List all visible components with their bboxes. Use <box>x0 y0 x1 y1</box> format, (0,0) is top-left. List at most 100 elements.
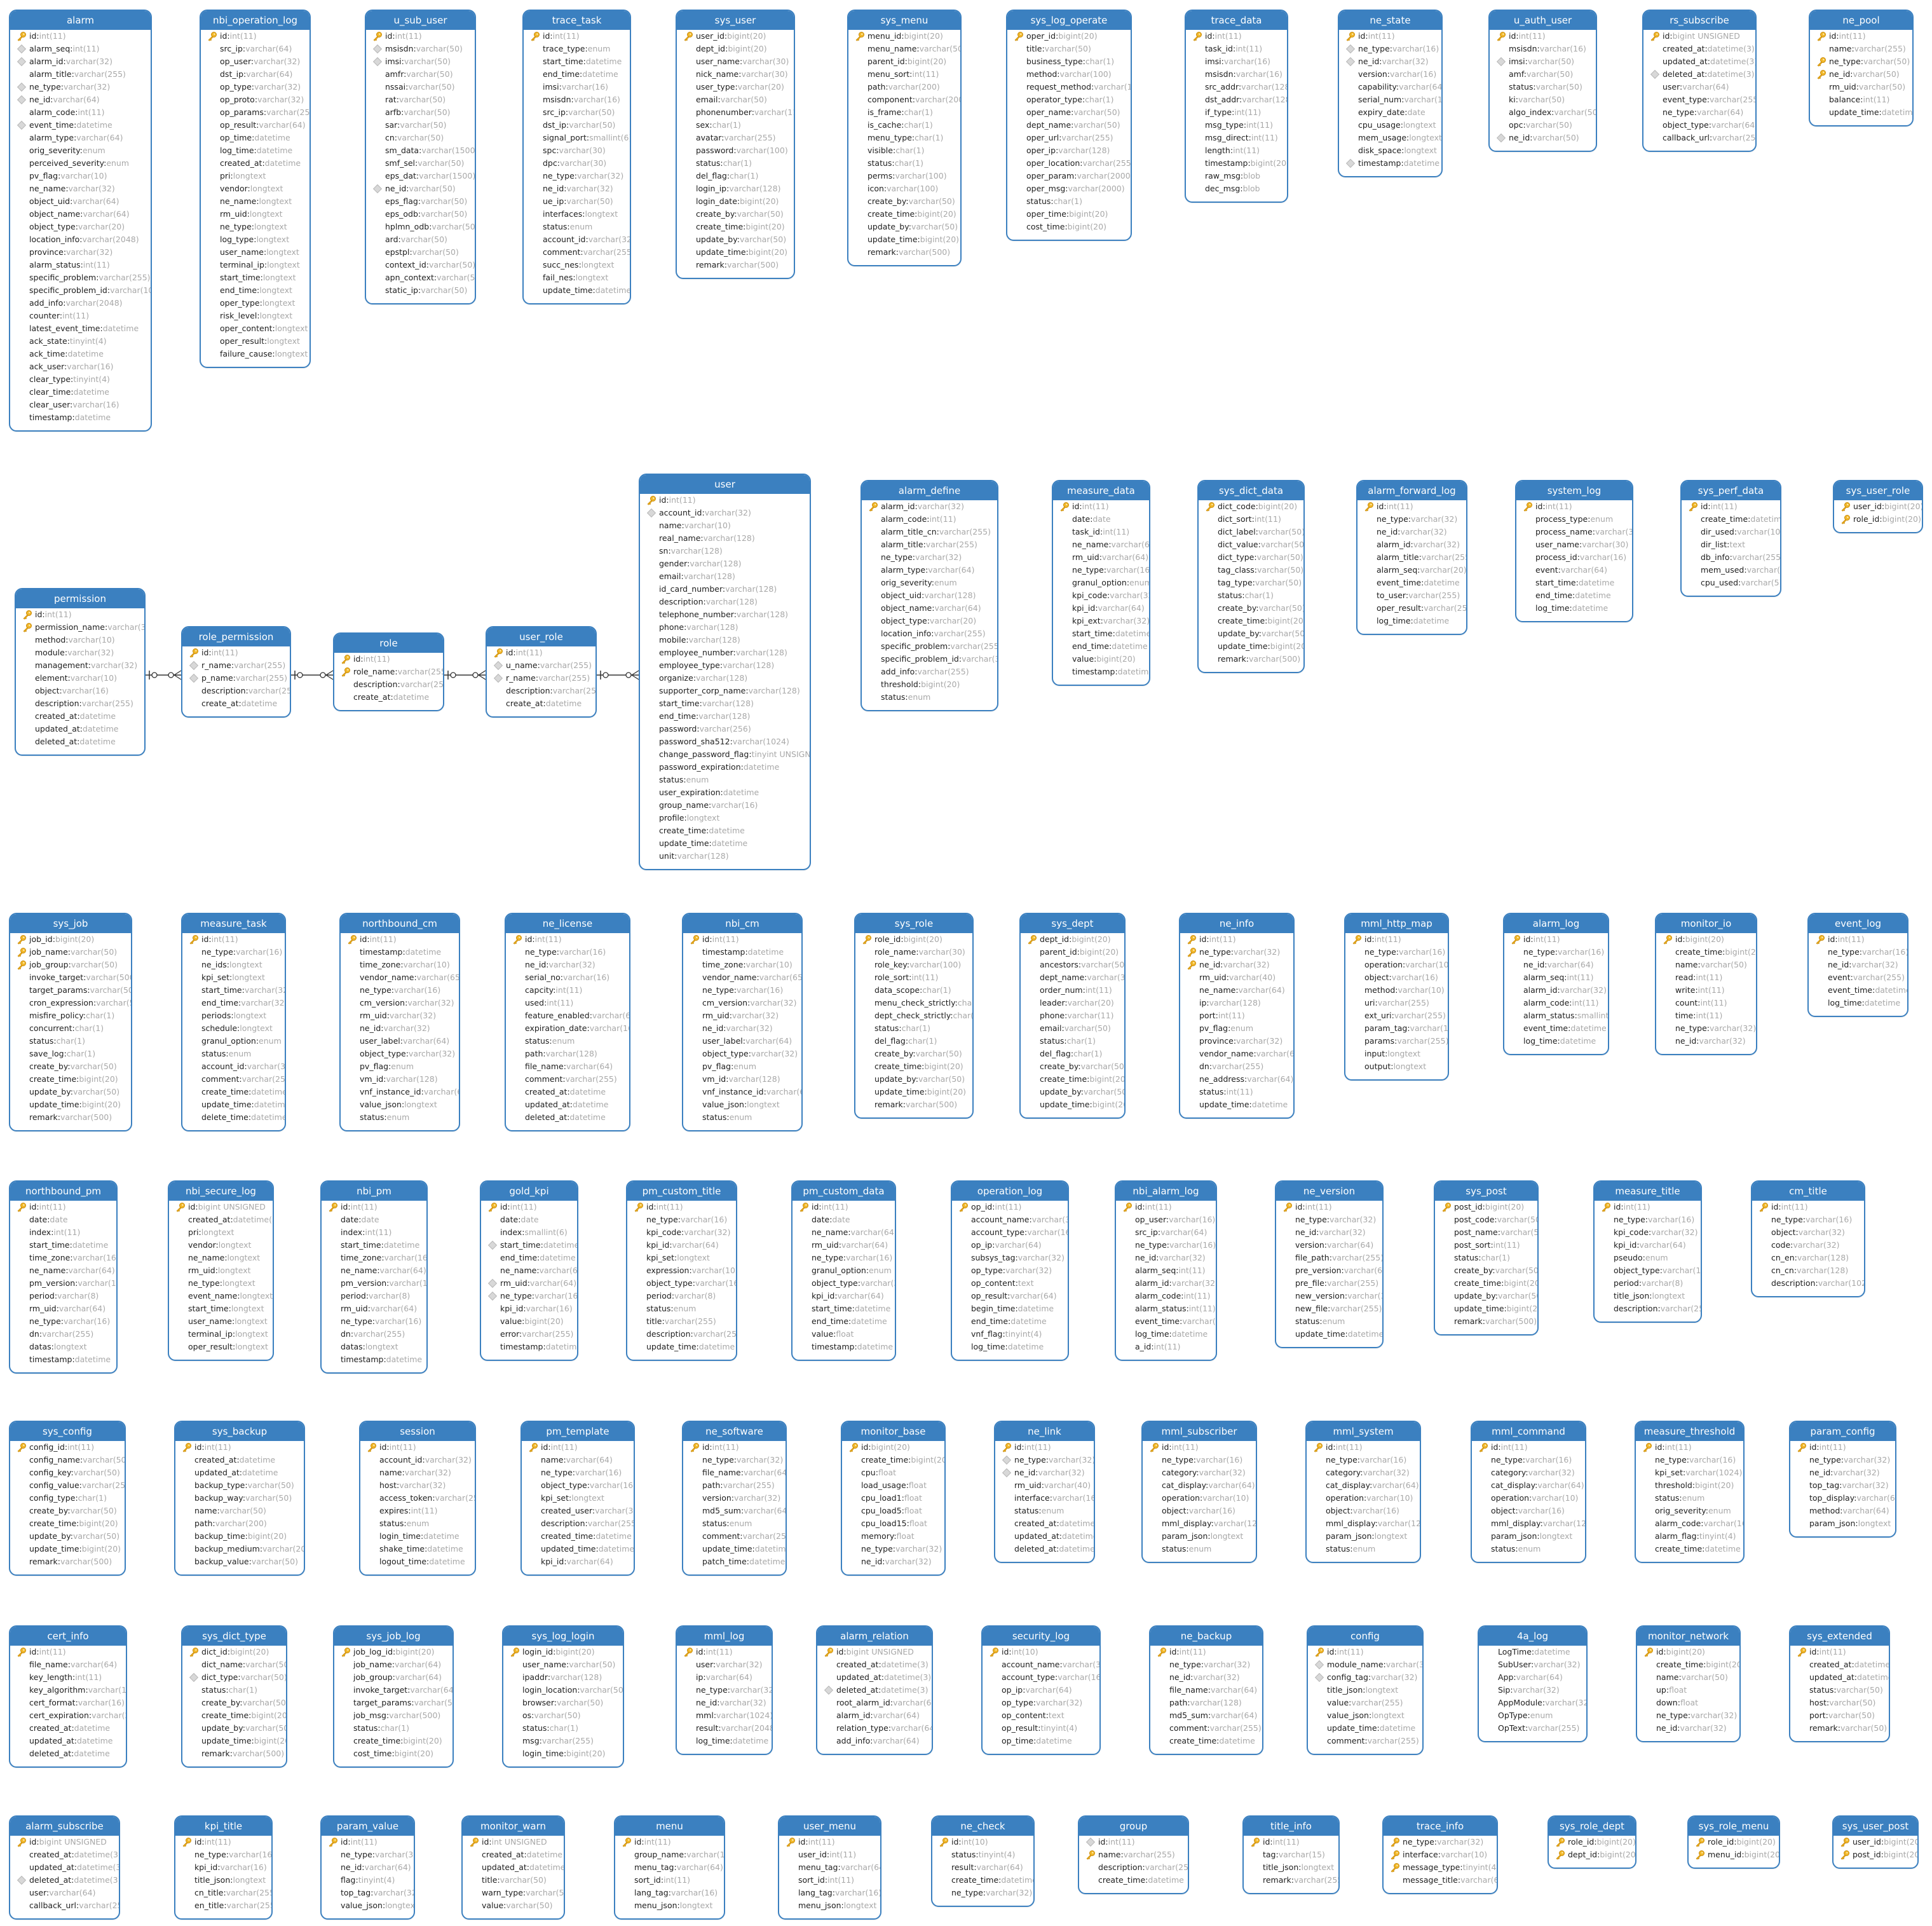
column-row[interactable]: ancestorsvarchar(50) <box>1021 959 1124 971</box>
column-row[interactable]: alarm_codeint(11) <box>10 106 151 119</box>
column-row[interactable]: employee_typevarchar(128) <box>640 659 810 672</box>
column-row[interactable]: log_timedatetime <box>1357 615 1466 627</box>
column-row[interactable]: idint(11) <box>683 933 801 946</box>
column-row[interactable]: kpi_setlongtext <box>522 1492 634 1505</box>
table-title[interactable]: sys_dict_type <box>182 1627 286 1646</box>
column-row[interactable]: dnvarchar(255) <box>1180 1060 1293 1073</box>
column-row[interactable]: ne_addressvarchar(64) <box>1180 1073 1293 1086</box>
column-row[interactable]: descriptionvarchar(255) <box>16 697 144 710</box>
column-row[interactable]: oper_contentlongtext <box>201 322 310 335</box>
column-row[interactable]: permission_namevarchar(32) <box>16 621 144 634</box>
column-row[interactable]: operationvarchar(10) <box>1345 959 1448 971</box>
column-row[interactable]: timestampdatetime <box>10 411 151 424</box>
column-row[interactable]: statuschar(1) <box>677 157 794 170</box>
column-row[interactable]: schedulelongtext <box>182 1022 285 1035</box>
table-title[interactable]: nbi_secure_log <box>169 1182 273 1201</box>
table-title[interactable]: sys_backup <box>175 1422 304 1441</box>
column-row[interactable]: config_keyvarchar(50) <box>10 1466 125 1479</box>
column-row[interactable]: managementvarchar(32) <box>16 659 144 672</box>
column-row[interactable]: statuschar(1) <box>1021 1035 1124 1048</box>
column-row[interactable]: root_alarm_idvarchar(64) <box>817 1697 932 1709</box>
column-row[interactable]: interfacevarchar(16) <box>995 1492 1094 1505</box>
table-ne-check[interactable]: ne_checkidint(10)statustinyint(4)resultv… <box>931 1815 1035 1907</box>
column-row[interactable]: idint(11) <box>341 933 459 946</box>
column-row[interactable]: ne_typelongtext <box>169 1277 273 1290</box>
column-row[interactable]: value_jsonlongtext <box>1308 1709 1422 1722</box>
column-row[interactable]: rm_uidvarchar(40) <box>1180 971 1293 984</box>
column-row[interactable]: oper_namevarchar(50) <box>1007 106 1131 119</box>
column-row[interactable]: ne_typevarchar(16) <box>1053 564 1149 577</box>
column-row[interactable]: pathvarchar(128) <box>1150 1697 1262 1709</box>
column-row[interactable]: idint(11) <box>1053 500 1149 513</box>
column-row[interactable]: codevarchar(32) <box>1752 1239 1864 1252</box>
column-row[interactable]: vnf_instance_idvarchar(64) <box>683 1086 801 1098</box>
column-row[interactable]: job_log_idbigint(20) <box>334 1646 452 1658</box>
column-row[interactable]: valuefloat <box>793 1328 895 1341</box>
column-row[interactable]: imsivarchar(50) <box>1490 55 1596 68</box>
column-row[interactable]: nssaivarchar(50) <box>366 81 475 93</box>
column-row[interactable]: pv_flagenum <box>1180 1022 1293 1035</box>
column-row[interactable]: cpu_load15float <box>842 1517 944 1530</box>
column-row[interactable]: versionvarchar(32) <box>683 1492 786 1505</box>
table-title[interactable]: monitor_network <box>1637 1627 1739 1646</box>
table-measure-title[interactable]: measure_titleidint(11)ne_typevarchar(16)… <box>1593 1180 1702 1323</box>
column-row[interactable]: op_ipvarchar(64) <box>983 1684 1099 1697</box>
column-row[interactable]: object_typevarchar(16) <box>1595 1264 1701 1277</box>
table-nbi-operation-log[interactable]: nbi_operation_logidint(11)src_ipvarchar(… <box>200 10 311 368</box>
table-config[interactable]: configidint(11)module_namevarchar(32)con… <box>1307 1625 1424 1755</box>
column-row[interactable]: fail_neslongtext <box>524 271 630 284</box>
column-row[interactable]: update_timedatetime <box>1308 1722 1422 1735</box>
column-row[interactable]: kpi_setvarchar(1024) <box>1636 1466 1743 1479</box>
table-sys-job[interactable]: sys_jobjob_idbigint(20)job_namevarchar(5… <box>9 913 132 1131</box>
column-row[interactable]: file_namevarchar(64) <box>1150 1684 1262 1697</box>
column-row[interactable]: parent_idbigint(20) <box>848 55 960 68</box>
column-row[interactable]: descriptionvarchar(255) <box>627 1328 736 1341</box>
column-row[interactable]: target_paramsvarchar(500) <box>10 984 131 997</box>
column-row[interactable]: ne_typevarchar(16) <box>1752 1213 1864 1226</box>
column-row[interactable]: msgvarchar(255) <box>503 1735 623 1747</box>
column-row[interactable]: statusenum <box>1472 1543 1585 1555</box>
column-row[interactable]: prilongtext <box>169 1226 273 1239</box>
column-row[interactable]: perceived_severityenum <box>10 157 151 170</box>
column-row[interactable]: ne_typevarchar(32) <box>1790 1454 1895 1466</box>
column-row[interactable]: idint(11) <box>1357 500 1466 513</box>
column-row[interactable]: kpi_idvarchar(16) <box>481 1302 577 1315</box>
column-row[interactable]: create_timebigint(20) <box>842 1454 944 1466</box>
column-row[interactable]: ne_typevarchar(16) <box>182 946 285 959</box>
column-row[interactable]: namevarchar(64) <box>522 1454 634 1466</box>
column-row[interactable]: granul_optionenum <box>182 1035 285 1048</box>
table-title[interactable]: ne_software <box>683 1422 786 1441</box>
column-row[interactable]: indexsmallint(6) <box>481 1226 577 1239</box>
column-row[interactable]: thresholdbigint(20) <box>862 678 997 691</box>
column-row[interactable]: vendorlongtext <box>201 182 310 195</box>
column-row[interactable]: balanceint(11) <box>1810 93 1912 106</box>
table-title[interactable]: rs_subscribe <box>1643 11 1755 30</box>
column-row[interactable]: create_byvarchar(50) <box>10 1505 125 1517</box>
column-row[interactable]: value_jsonlongtext <box>683 1098 801 1111</box>
table-title[interactable]: nbi_alarm_log <box>1116 1182 1216 1201</box>
column-row[interactable]: op_typevarchar(32) <box>983 1697 1099 1709</box>
column-row[interactable]: msisdnvarchar(16) <box>1186 68 1287 81</box>
column-row[interactable]: value_jsonlongtext <box>322 1899 414 1912</box>
column-row[interactable]: idint(11) <box>182 646 290 659</box>
column-row[interactable]: dir_usedvarchar(10) <box>1682 526 1780 538</box>
column-row[interactable]: op_typevarchar(32) <box>952 1264 1068 1277</box>
table-sys-log-login[interactable]: sys_log_loginlogin_idbigint(20)user_name… <box>502 1625 624 1768</box>
column-row[interactable]: dst_addrvarchar(128) <box>1186 93 1287 106</box>
column-row[interactable]: start_timedatetime <box>322 1239 426 1252</box>
column-row[interactable]: idint(11) <box>640 494 810 507</box>
column-row[interactable]: backup_valuevarchar(50) <box>175 1555 304 1568</box>
column-row[interactable]: file_namevarchar(64) <box>506 1060 629 1073</box>
column-row[interactable]: oper_typelongtext <box>201 297 310 310</box>
column-row[interactable]: end_timedatetime <box>481 1252 577 1264</box>
column-row[interactable]: update_timebigint(20) <box>10 1543 125 1555</box>
column-row[interactable]: outputlongtext <box>1345 1060 1448 1073</box>
table-alarm[interactable]: alarmidint(11)alarm_seqint(11)alarm_idva… <box>9 10 152 432</box>
column-row[interactable]: pre_filevarchar(255) <box>1276 1277 1382 1290</box>
column-row[interactable]: role_sortint(11) <box>855 971 972 984</box>
column-row[interactable]: if_typeint(11) <box>1186 106 1287 119</box>
column-row[interactable]: idint(11) <box>322 1836 414 1848</box>
column-row[interactable]: namevarchar(255) <box>1079 1848 1188 1861</box>
column-row[interactable]: cnvarchar(50) <box>366 132 475 144</box>
table-title[interactable]: ne_info <box>1180 914 1293 933</box>
